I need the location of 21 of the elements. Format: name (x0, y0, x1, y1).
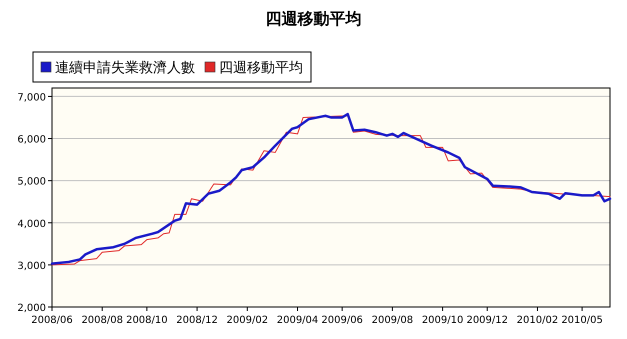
x-tick-label: 2010/02 (516, 315, 558, 326)
legend-label: 四週移動平均 (219, 60, 303, 76)
x-tick-label: 2010/05 (561, 315, 603, 326)
x-tick-label: 2009/12 (466, 315, 508, 326)
chart-title: 四週移動平均 (266, 9, 362, 28)
x-tick-label: 2009/04 (276, 315, 318, 326)
x-tick-label: 2009/08 (372, 315, 414, 326)
x-tick-label: 2009/10 (422, 315, 464, 326)
x-tick-label: 2008/12 (176, 315, 218, 326)
x-tick-label: 2009/06 (321, 315, 363, 326)
y-tick-label: 5,000 (17, 176, 46, 188)
y-tick-label: 7,000 (17, 92, 46, 104)
y-tick-label: 2,000 (17, 303, 46, 314)
x-tick-label: 2009/02 (226, 315, 268, 326)
legend-label: 連續申請失業救濟人數 (55, 60, 195, 76)
x-tick-label: 2008/06 (31, 315, 73, 326)
y-tick-label: 4,000 (17, 218, 46, 230)
x-tick-label: 2008/10 (126, 315, 168, 326)
y-tick-label: 6,000 (17, 134, 46, 146)
y-tick-label: 3,000 (17, 260, 46, 272)
x-tick-label: 2008/08 (81, 315, 123, 326)
